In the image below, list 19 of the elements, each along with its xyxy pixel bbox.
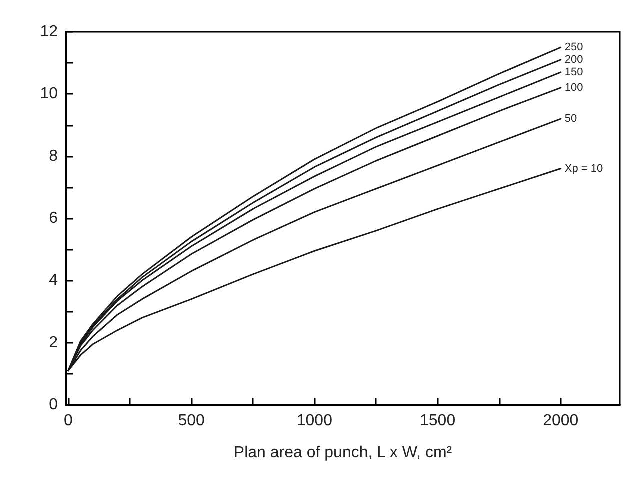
y-tick-label: 2	[49, 334, 58, 352]
series-label: Xp = 10	[564, 162, 604, 175]
series-label: 50	[564, 113, 578, 126]
y-tick-label: 4	[49, 272, 58, 290]
x-axis-title: Plan area of punch, L x W, cm²	[234, 444, 453, 462]
y-tick-label: 10	[40, 86, 58, 103]
y-tick-label: 8	[49, 148, 58, 165]
series-label: 100	[564, 82, 584, 94]
series-label: 200	[564, 54, 584, 66]
x-tick-label: 500	[178, 412, 206, 430]
series-label: 250	[564, 42, 584, 54]
series-label: 150	[564, 66, 584, 78]
x-tick-label: 1500	[420, 412, 456, 430]
x-tick-label: 2000	[543, 412, 579, 430]
x-tick-label: 1000	[296, 412, 333, 430]
y-tick-label: 0	[49, 396, 58, 414]
x-tick-label: 0	[64, 412, 74, 430]
y-tick-label: 6	[49, 210, 58, 227]
y-tick-label: 12	[40, 24, 58, 40]
